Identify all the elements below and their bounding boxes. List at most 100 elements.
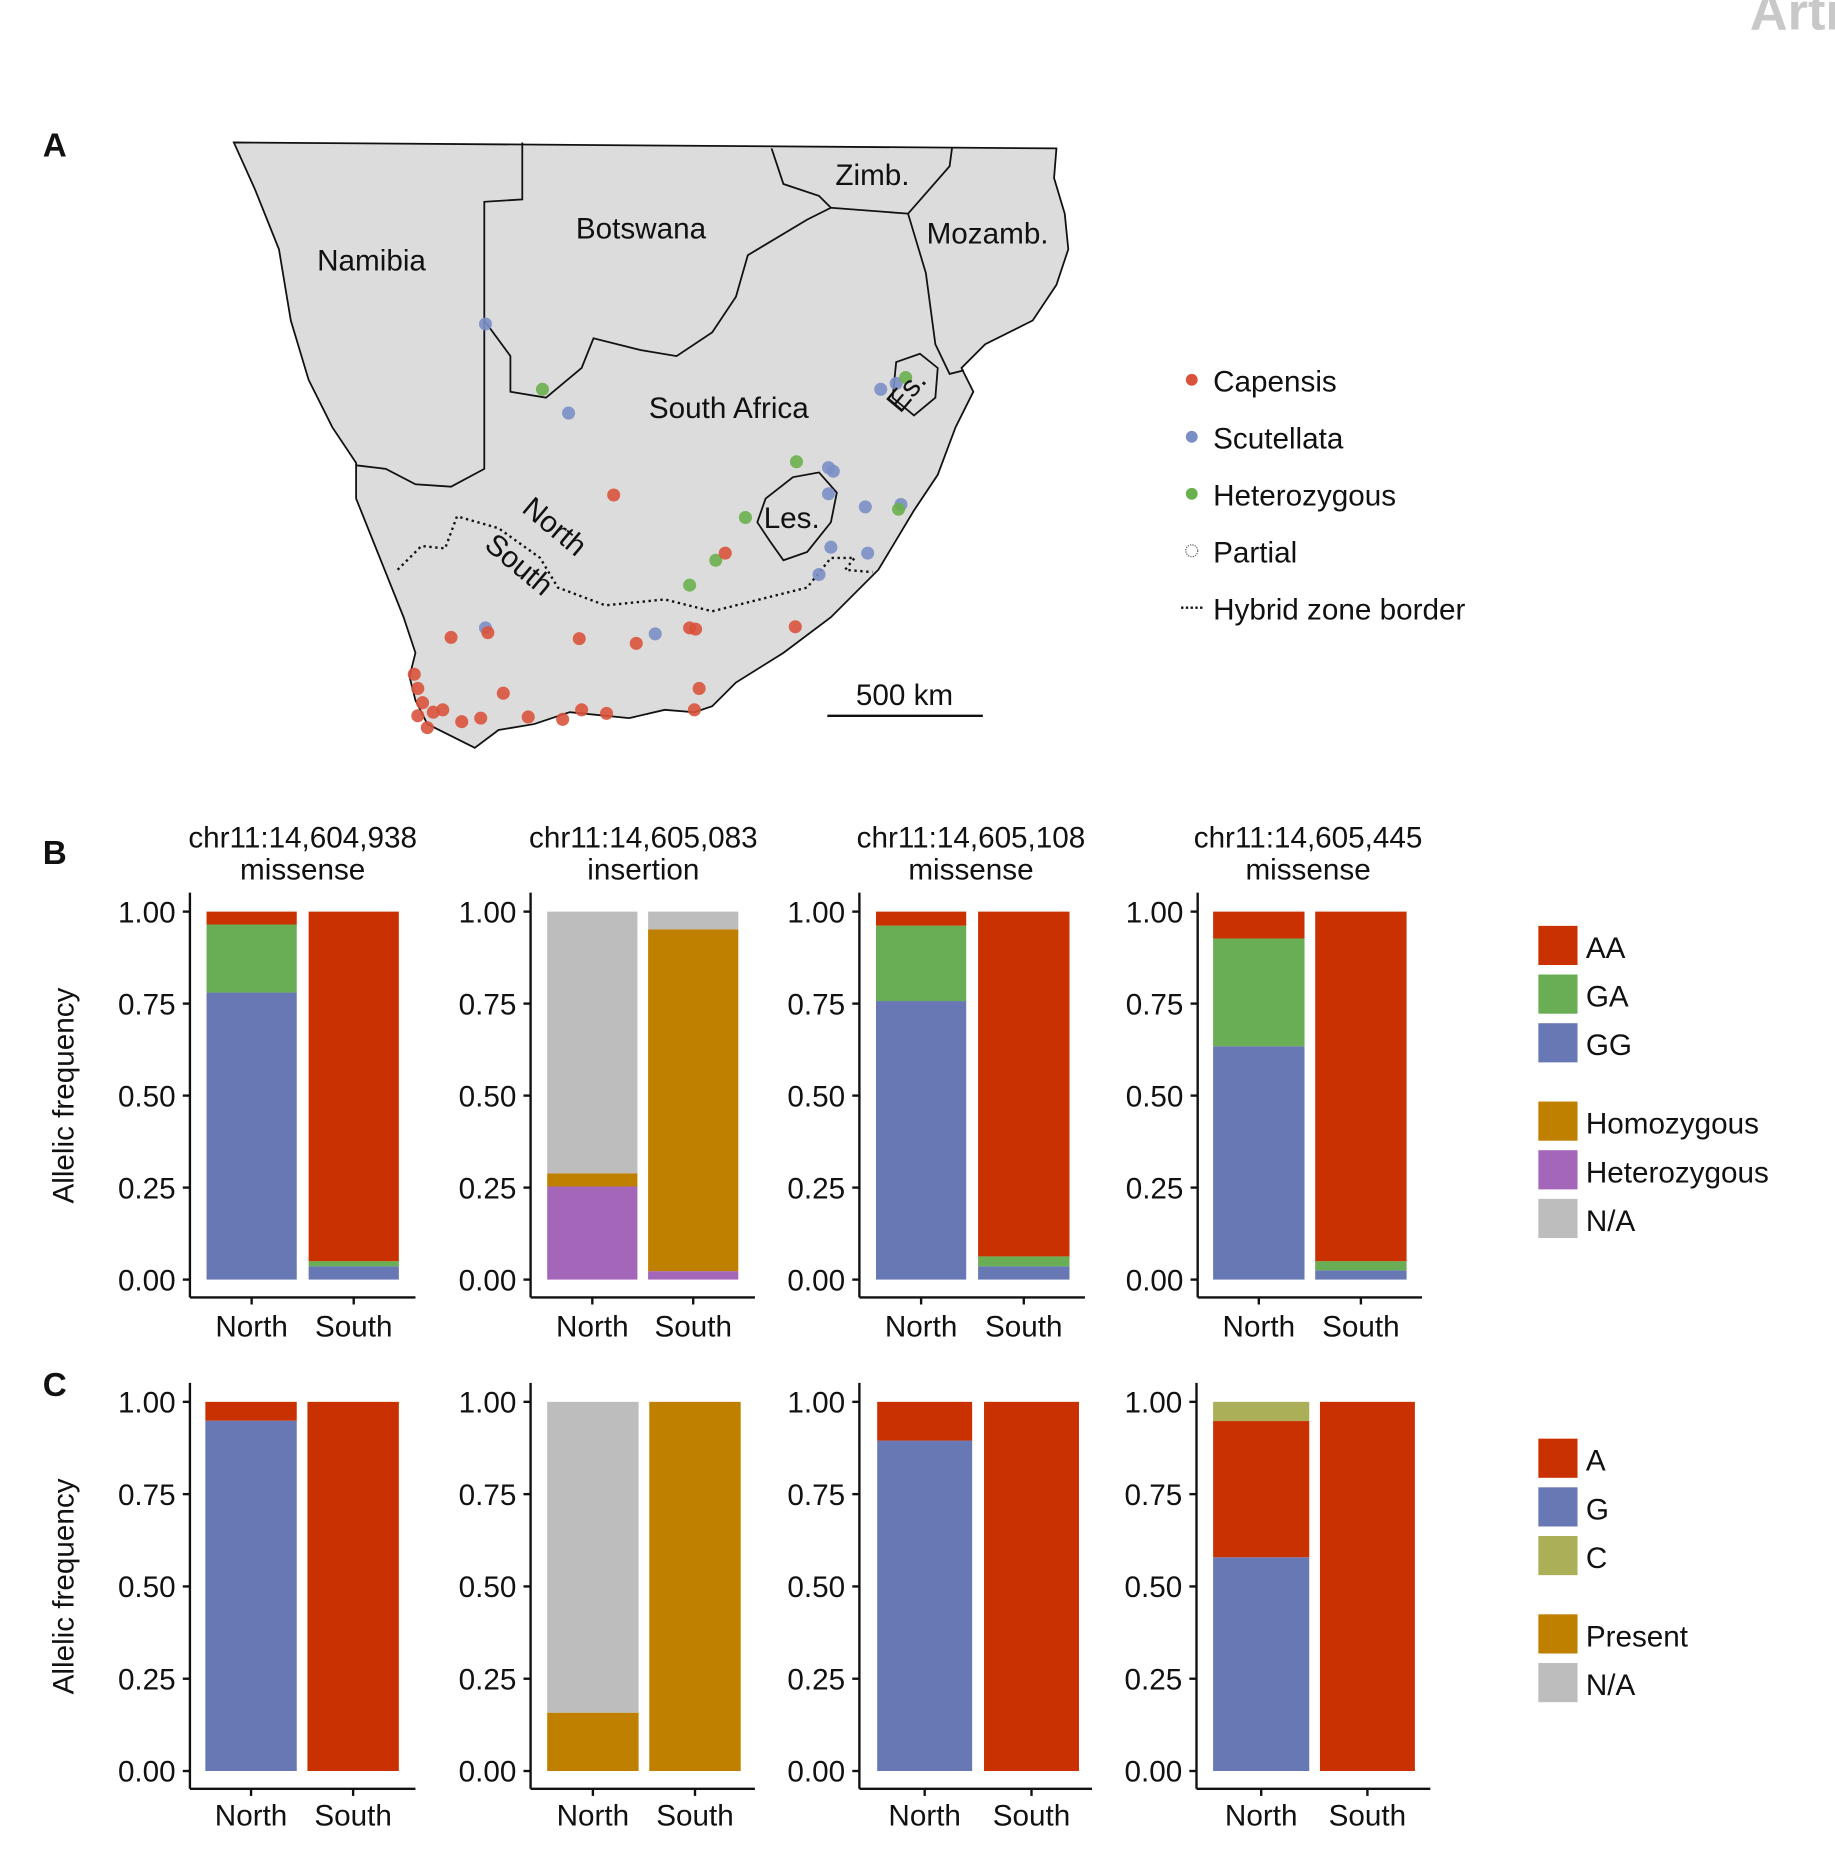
- map-legend-label: Scutellata: [1213, 423, 1344, 456]
- sample-point-capensis: [718, 546, 732, 560]
- x-tick-label: North: [1223, 1311, 1296, 1344]
- bar-segment-south-ga: [1315, 1261, 1407, 1271]
- y-tick-label: 0.00: [787, 1264, 845, 1297]
- chart-title: missense: [240, 854, 365, 887]
- x-tick-label: South: [654, 1311, 732, 1344]
- legend-c: AGC Present N/A: [1538, 1438, 1689, 1703]
- bar-segment-north-g: [1213, 1557, 1310, 1772]
- sample-point-heterozygous: [535, 382, 549, 396]
- legend-dot: [1185, 487, 1198, 500]
- y-tick-label: 0.50: [1125, 1571, 1183, 1604]
- label-lesotho: Les.: [764, 502, 820, 535]
- legend-label: Homozygous: [1586, 1108, 1759, 1141]
- scale-bar-label: 500 km: [856, 679, 953, 712]
- y-tick-label: 0.00: [787, 1756, 845, 1789]
- x-tick-label: North: [888, 1800, 961, 1833]
- map-legend-label: Partial: [1213, 537, 1297, 570]
- x-tick-label: South: [1329, 1800, 1407, 1833]
- x-tick-label: North: [885, 1311, 958, 1344]
- chart-c-2: North South 0.00 0.25 0.50 0.75 1.00: [459, 1382, 755, 1833]
- sample-point-capensis: [411, 709, 425, 723]
- y-tick-label: 0.75: [118, 988, 176, 1021]
- y-tick-label: 0.50: [118, 1080, 176, 1113]
- sample-point-heterozygous: [892, 502, 906, 516]
- y-tick-label: 0.75: [459, 988, 517, 1021]
- bar-segment-north-present: [547, 1712, 639, 1772]
- legend-label: Heterozygous: [1586, 1156, 1769, 1189]
- x-tick-label: North: [1225, 1800, 1298, 1833]
- legend-label: Present: [1586, 1620, 1689, 1653]
- sample-point-scutellata: [826, 464, 840, 478]
- legend-swatch: [1538, 925, 1578, 966]
- y-tick-label: 0.25: [459, 1172, 517, 1205]
- sample-point-capensis: [572, 632, 586, 646]
- bar-segment-north-gg: [1213, 1046, 1305, 1280]
- legend-swatch: [1538, 1535, 1578, 1576]
- label-zimbabwe: Zimb.: [835, 159, 909, 192]
- sample-point-capensis: [481, 626, 495, 640]
- sample-point-heterozygous: [683, 578, 697, 592]
- x-tick-label: South: [985, 1311, 1063, 1344]
- x-tick-label: South: [315, 1311, 393, 1344]
- bar-charts: North South 0.00 0.25 0.50 0.75 1.00 chr11:14,6…: [48, 822, 1431, 1833]
- legend-label: GA: [1586, 981, 1629, 1014]
- y-tick-label: 0.75: [459, 1479, 517, 1512]
- y-tick-label: 0.50: [1126, 1080, 1184, 1113]
- legend-swatch: [1538, 1023, 1578, 1063]
- sample-point-heterozygous: [789, 455, 804, 469]
- panel-label-b: B: [43, 835, 67, 872]
- sample-point-capensis: [411, 681, 425, 695]
- legend-label: A: [1586, 1445, 1606, 1478]
- x-tick-label: North: [215, 1800, 288, 1833]
- chart-title: insertion: [587, 854, 699, 887]
- x-tick-label: North: [556, 1311, 629, 1344]
- chart-title: missense: [1245, 854, 1370, 887]
- map-legend: Capensis Scutellata Heterozygous Partial Hyb…: [1181, 366, 1465, 627]
- bar-segment-south-aa: [1315, 911, 1407, 1262]
- y-tick-label: 1.00: [787, 1387, 845, 1420]
- sample-point-scutellata: [562, 406, 576, 420]
- bar-segment-north-gg: [876, 1001, 967, 1280]
- bar-segment-south-ga: [308, 1261, 399, 1267]
- chart-b-4: North South 0.00 0.25 0.50 0.75 1.00 chr11:14,6…: [1126, 822, 1423, 1344]
- sample-point-capensis: [556, 712, 570, 726]
- bar-segment-north-na: [547, 911, 638, 1174]
- y-tick-label: 0.50: [787, 1571, 845, 1604]
- y-axis-label: Allelic frequency: [48, 987, 81, 1203]
- legend-swatch: [1538, 1662, 1578, 1703]
- legend-swatch: [1538, 1198, 1578, 1239]
- bar-segment-north-a: [1213, 1421, 1310, 1558]
- chart-b-2: North South 0.00 0.25 0.50 0.75 1.00 chr11:14,6…: [459, 822, 758, 1344]
- y-tick-label: 0.75: [787, 1479, 845, 1512]
- y-tick-label: 1.00: [1125, 1387, 1183, 1420]
- bar-segment-north-aa: [1213, 911, 1305, 939]
- bar-segment-north-ga: [1213, 938, 1305, 1047]
- y-tick-label: 0.50: [459, 1571, 517, 1604]
- legend-swatch: [1538, 1101, 1578, 1141]
- y-tick-label: 1.00: [459, 1387, 517, 1420]
- sample-point-scutellata: [478, 317, 493, 331]
- y-tick-label: 0.75: [118, 1479, 176, 1512]
- chart-c-4: North South 0.00 0.25 0.50 0.75 1.00: [1125, 1382, 1431, 1833]
- y-tick-label: 0.00: [1126, 1264, 1184, 1297]
- bar-segment-south-heterozygous: [648, 1271, 739, 1280]
- y-tick-label: 0.25: [118, 1172, 176, 1205]
- bar-segment-south-gg: [978, 1266, 1070, 1280]
- x-tick-label: South: [993, 1800, 1071, 1833]
- y-tick-label: 1.00: [787, 896, 845, 929]
- sample-point-scutellata: [812, 567, 826, 582]
- y-tick-label: 1.00: [459, 896, 517, 929]
- y-tick-label: 0.50: [787, 1080, 845, 1113]
- bar-segment-north-heterozygous: [547, 1186, 638, 1280]
- chart-title: chr11:14,604,938: [188, 822, 417, 855]
- bar-segment-south-present: [649, 1401, 741, 1772]
- chart-b-3: North South 0.00 0.25 0.50 0.75 1.00 chr11:14,6…: [787, 822, 1085, 1344]
- bar-segment-north-aa: [876, 911, 967, 926]
- bar-segment-north-ga: [206, 924, 297, 993]
- legend-label: C: [1586, 1542, 1607, 1575]
- legend-label: N/A: [1586, 1669, 1636, 1702]
- bar-segment-north-ga: [876, 925, 967, 1002]
- chart-title: chr11:14,605,445: [1194, 822, 1423, 855]
- map: Namibia Botswana Zimb. Mozamb. South Afr…: [232, 141, 1465, 749]
- bar-segment-south-ga: [978, 1256, 1070, 1267]
